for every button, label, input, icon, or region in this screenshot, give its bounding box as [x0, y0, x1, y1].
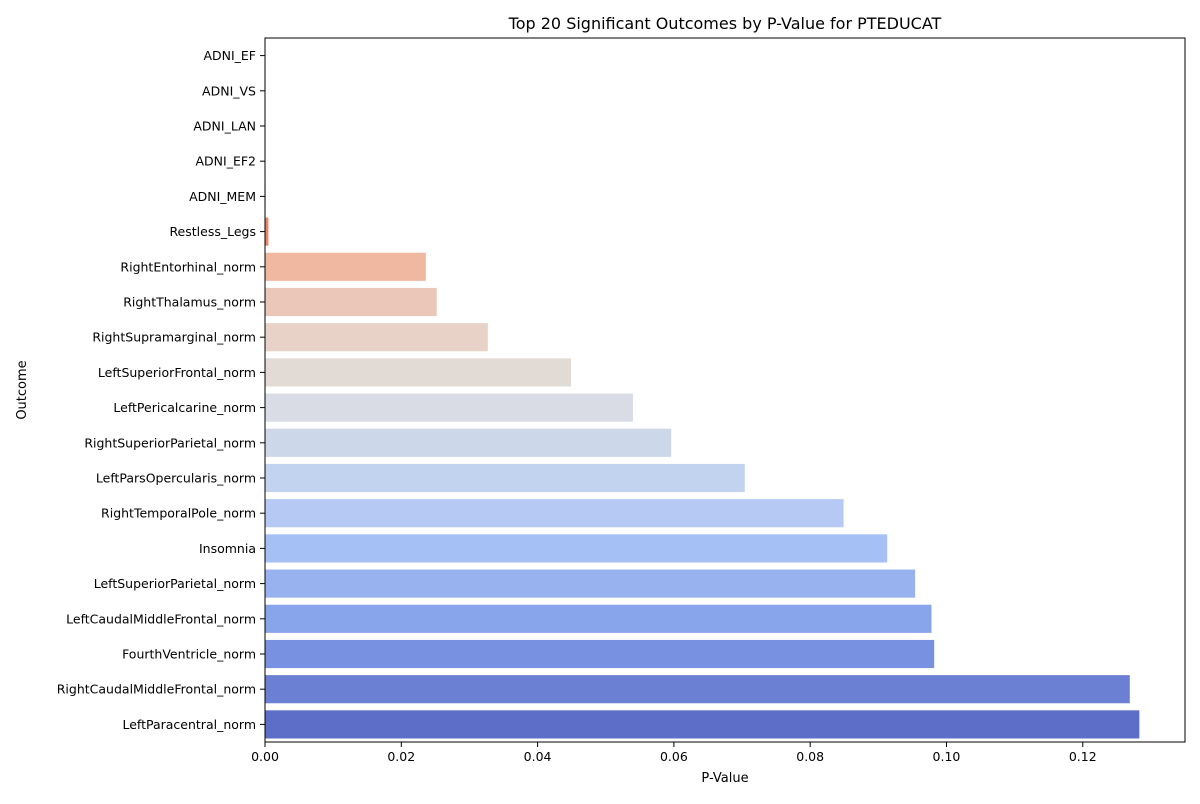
- bar-leftpericalcarine-norm: [265, 394, 633, 422]
- x-tick-label: 0.00: [251, 749, 279, 764]
- y-axis-label: Outcome: [15, 360, 30, 419]
- y-tick-label: RightTemporalPole_norm: [101, 506, 256, 521]
- bar-leftparacentral-norm: [265, 710, 1139, 738]
- y-tick-label: ADNI_VS: [202, 83, 256, 98]
- y-tick-label: LeftSuperiorFrontal_norm: [98, 365, 256, 380]
- y-tick-label: Restless_Legs: [169, 224, 256, 239]
- bar-leftsuperiorfrontal-norm: [265, 358, 571, 386]
- bar-righttemporalpole-norm: [265, 499, 844, 527]
- bar-restless-legs: [265, 218, 268, 246]
- x-tick-label: 0.04: [524, 749, 552, 764]
- y-tick-label: RightCaudalMiddleFrontal_norm: [57, 682, 256, 697]
- y-tick-label: FourthVentricle_norm: [122, 647, 256, 662]
- bar-rightthalamus-norm: [265, 288, 437, 316]
- bar-leftcaudalmiddlefrontal-norm: [265, 605, 931, 633]
- y-tick-label: Insomnia: [199, 541, 256, 556]
- bar-leftsuperiorparietal-norm: [265, 570, 915, 598]
- bar-rightentorhinal-norm: [265, 253, 426, 281]
- y-tick-label: ADNI_EF2: [195, 154, 256, 169]
- y-tick-label: RightSuperiorParietal_norm: [84, 435, 256, 450]
- y-tick-label: LeftParsOpercularis_norm: [96, 471, 256, 486]
- y-tick-label: LeftCaudalMiddleFrontal_norm: [66, 611, 256, 626]
- x-tick-label: 0.10: [933, 749, 961, 764]
- y-tick-label: LeftParacentral_norm: [122, 717, 256, 732]
- y-tick-label: RightEntorhinal_norm: [120, 259, 256, 274]
- x-axis-label: P-Value: [701, 771, 748, 786]
- y-tick-label: ADNI_MEM: [189, 189, 256, 204]
- bar-fourthventricle-norm: [265, 640, 934, 668]
- x-tick-label: 0.02: [387, 749, 415, 764]
- y-tick-label: LeftSuperiorParietal_norm: [94, 576, 256, 591]
- y-tick-label: RightThalamus_norm: [123, 295, 256, 310]
- bar-insomnia: [265, 534, 887, 562]
- y-tick-label: ADNI_EF: [203, 48, 256, 63]
- bar-rightsupramarginal-norm: [265, 323, 488, 351]
- bar-rightcaudalmiddlefrontal-norm: [265, 675, 1130, 703]
- x-tick-label: 0.12: [1069, 749, 1097, 764]
- y-tick-label: LeftPericalcarine_norm: [113, 400, 256, 415]
- bar-rightsuperiorparietal-norm: [265, 429, 671, 457]
- bar-leftparsopercularis-norm: [265, 464, 745, 492]
- chart-title: Top 20 Significant Outcomes by P-Value f…: [508, 14, 942, 33]
- y-tick-label: RightSupramarginal_norm: [92, 330, 256, 345]
- x-tick-label: 0.06: [660, 749, 688, 764]
- x-tick-label: 0.08: [796, 749, 824, 764]
- y-tick-label: ADNI_LAN: [193, 119, 256, 134]
